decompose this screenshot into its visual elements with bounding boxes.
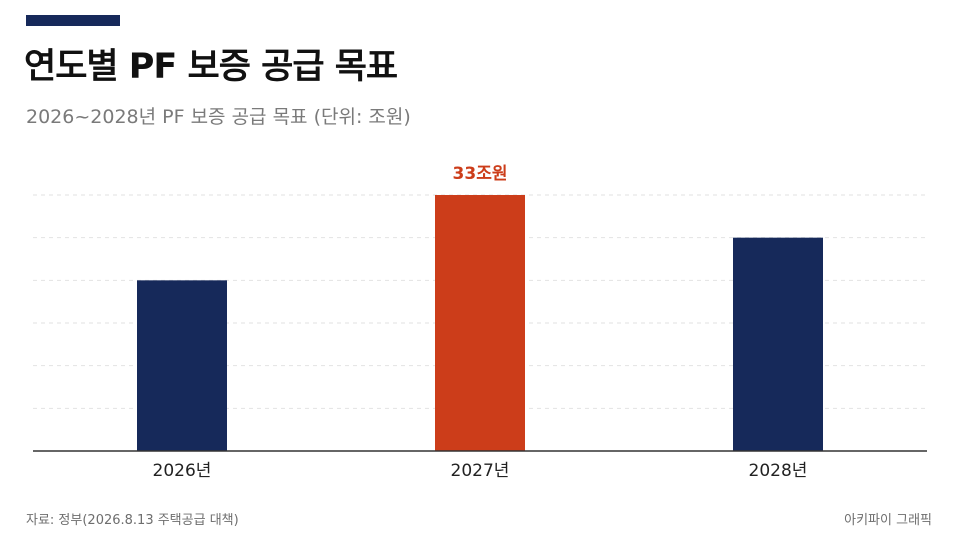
- bar-1: [137, 280, 227, 451]
- chart-subtitle: 2026~2028년 PF 보증 공급 목표 (단위: 조원): [26, 106, 411, 128]
- brand-credit: 아키파이 그래픽: [844, 513, 932, 528]
- x-tick-label: 2028년: [749, 461, 808, 481]
- x-tick-label: 2026년: [153, 461, 212, 481]
- page-title: 연도별 PF 보증 공급 목표: [24, 47, 398, 87]
- title-accent-bar: [26, 15, 120, 26]
- x-tick-label: 2027년: [451, 461, 510, 481]
- bar-3: [733, 237, 823, 451]
- source-note: 자료: 정부(2026.8.13 주택공급 대책): [26, 513, 239, 528]
- data-label: 33조원: [453, 164, 508, 184]
- bar-2: [435, 195, 525, 451]
